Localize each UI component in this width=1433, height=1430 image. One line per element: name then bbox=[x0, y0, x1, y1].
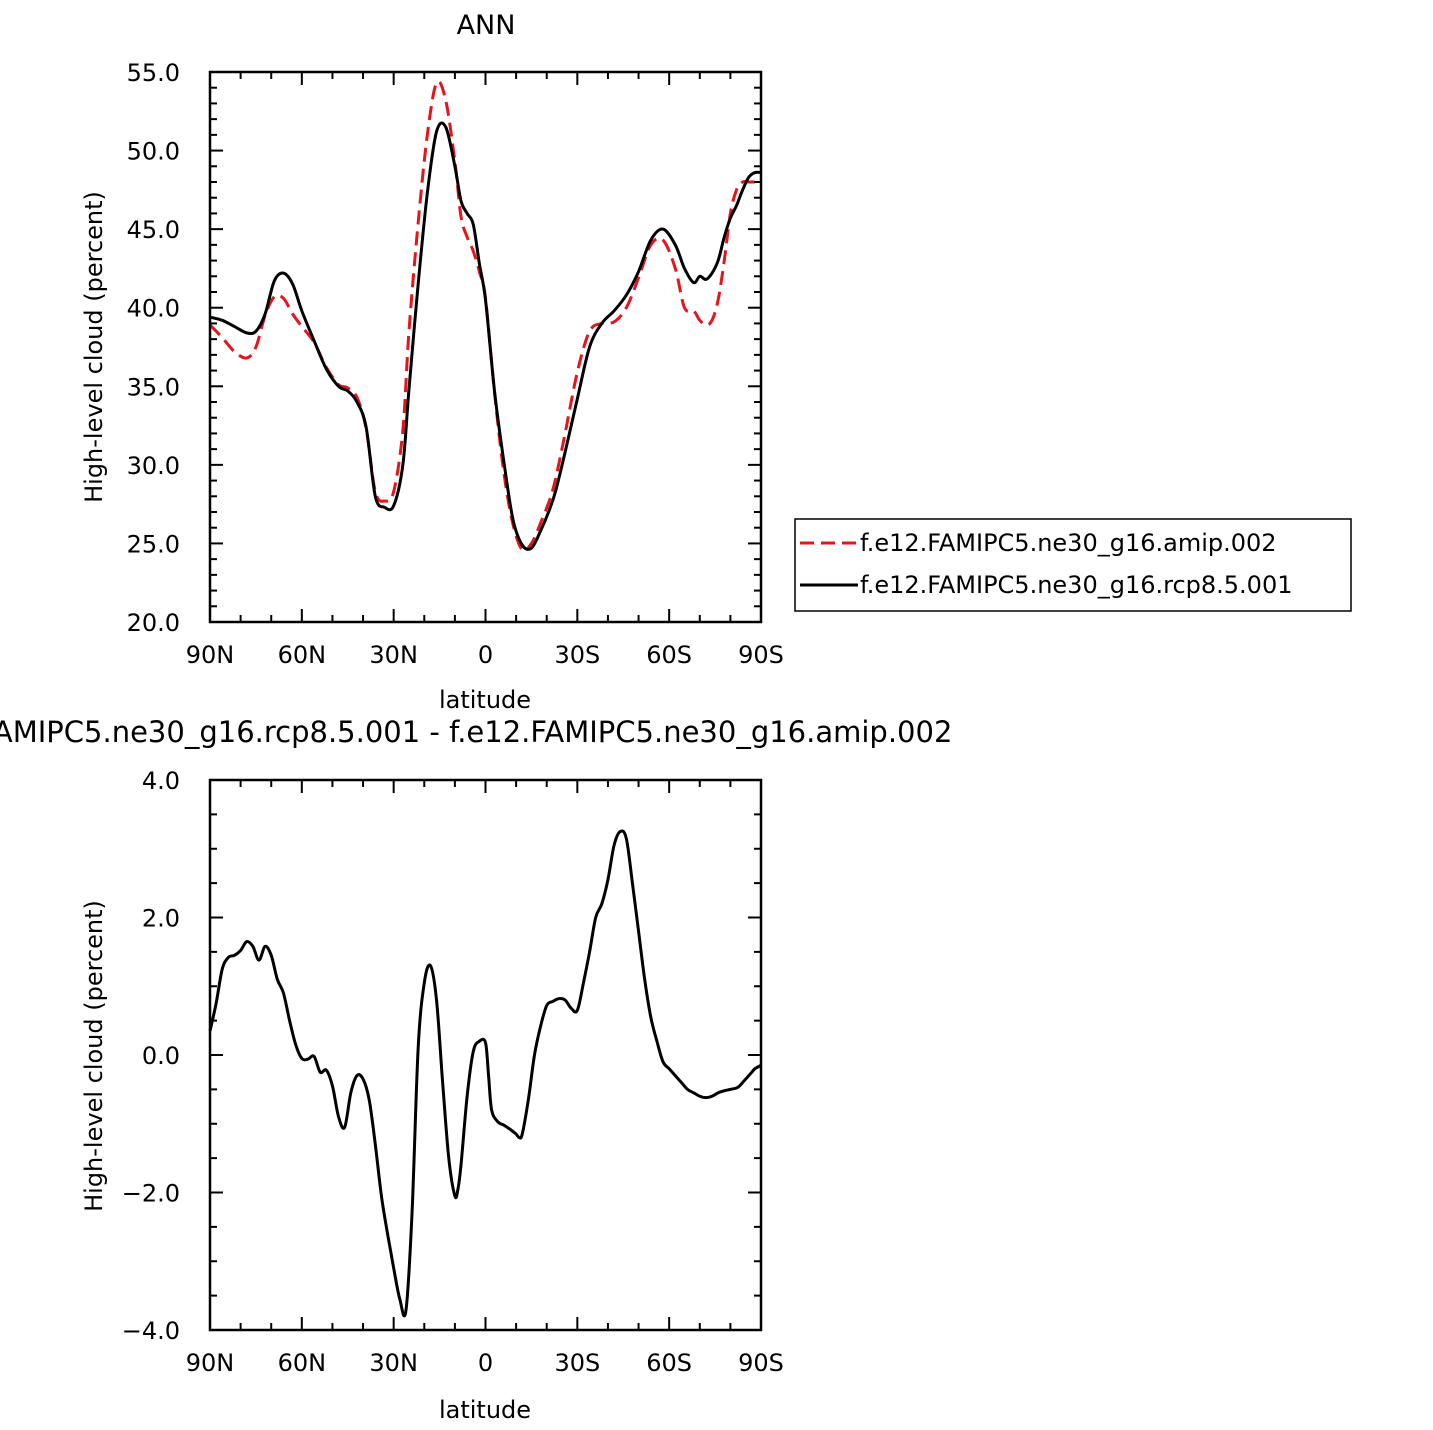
bottom-x-tick-label: 60S bbox=[646, 1349, 692, 1377]
top-x-tick-label: 0 bbox=[478, 641, 493, 669]
bottom-x-axis-label: latitude bbox=[439, 1396, 531, 1424]
bottom-x-tick-label: 90N bbox=[186, 1349, 235, 1377]
top-series-line-0 bbox=[208, 79, 762, 553]
top-y-tick-label: 30.0 bbox=[127, 452, 180, 480]
bottom-x-tick-label: 60N bbox=[278, 1349, 327, 1377]
top-x-tick-label: 90S bbox=[738, 641, 784, 669]
bottom-chart-title: f.e12.FAMIPC5.ne30_g16.rcp8.5.001 - f.e1… bbox=[0, 715, 952, 749]
top-panel: ANN 90N 60N 30N 0 30S 60S 90S 55.0 50.0 45.0 40.0 3… bbox=[80, 10, 784, 714]
bottom-y-tick-label: 4.0 bbox=[142, 767, 180, 795]
bottom-x-tick-label: 30S bbox=[554, 1349, 600, 1377]
top-x-tick-label: 60S bbox=[646, 641, 692, 669]
bottom-x-tick-label: 30N bbox=[369, 1349, 418, 1377]
bottom-y-tick-label: 0.0 bbox=[142, 1042, 180, 1070]
bottom-plot-frame bbox=[208, 778, 763, 1332]
top-y-tick-label: 50.0 bbox=[127, 138, 180, 166]
top-plot-frame bbox=[208, 70, 763, 624]
top-y-tick-label: 20.0 bbox=[127, 609, 180, 637]
top-y-tick-label: 55.0 bbox=[127, 59, 180, 87]
top-chart-title: ANN bbox=[457, 10, 516, 41]
bottom-y-tick-label: 2.0 bbox=[142, 905, 180, 933]
top-x-axis-label: latitude bbox=[439, 686, 531, 714]
top-x-tick-label: 60N bbox=[278, 641, 327, 669]
top-x-tick-label: 30S bbox=[554, 641, 600, 669]
bottom-y-tick-label: −4.0 bbox=[122, 1317, 180, 1345]
bottom-y-axis-label: High-level cloud (percent) bbox=[80, 900, 108, 1212]
top-y-tick-label: 25.0 bbox=[127, 530, 180, 558]
bottom-x-tick-label: 0 bbox=[478, 1349, 493, 1377]
legend: f.e12.FAMIPC5.ne30_g16.amip.002 f.e12.FA… bbox=[794, 518, 1352, 612]
legend-label-amip: f.e12.FAMIPC5.ne30_g16.amip.002 bbox=[860, 529, 1277, 557]
bottom-y-tick-label: −2.0 bbox=[122, 1180, 180, 1208]
top-y-tick-label: 45.0 bbox=[127, 216, 180, 244]
bottom-panel: f.e12.FAMIPC5.ne30_g16.rcp8.5.001 - f.e1… bbox=[0, 715, 952, 1424]
top-y-tick-label: 35.0 bbox=[127, 373, 180, 401]
top-x-tick-label: 30N bbox=[369, 641, 418, 669]
bottom-x-tick-label: 90S bbox=[738, 1349, 784, 1377]
top-series-line-1 bbox=[209, 121, 762, 551]
bottom-series-line-0 bbox=[208, 829, 762, 1318]
legend-label-rcp: f.e12.FAMIPC5.ne30_g16.rcp8.5.001 bbox=[860, 571, 1293, 599]
top-x-tick-label: 90N bbox=[186, 641, 235, 669]
top-y-axis-label: High-level cloud (percent) bbox=[80, 191, 108, 503]
legend-box bbox=[794, 518, 1352, 612]
top-y-tick-label: 40.0 bbox=[127, 295, 180, 323]
